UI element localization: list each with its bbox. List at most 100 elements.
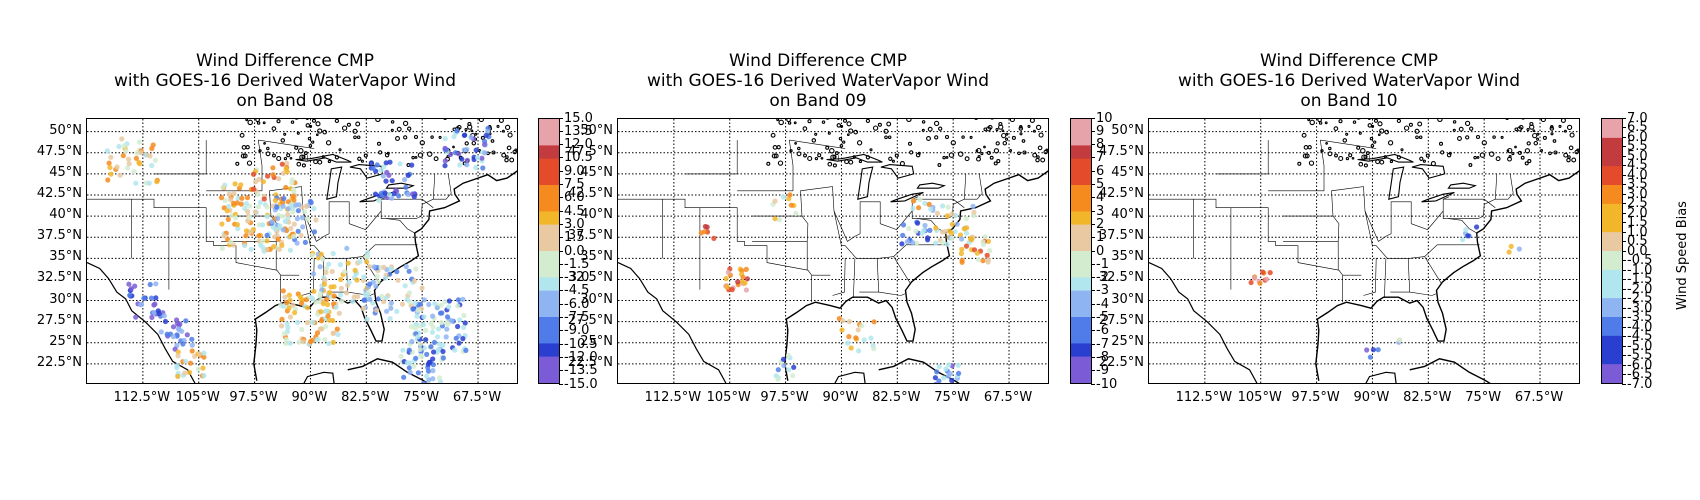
wind-point [289,180,295,186]
lake-mark [803,153,807,158]
colorbar-tick-label: -10 [1090,376,1118,392]
lake-mark [1567,155,1571,159]
lat-tick-label: 22.5°N [1098,354,1144,370]
lake-mark [807,119,812,124]
wind-point [175,373,181,379]
wind-point [272,226,278,232]
lake-mark [266,146,270,151]
lon-tick-label: 105°W [175,390,220,405]
lake-mark [1403,125,1410,131]
wind-point [959,236,965,242]
lake-mark [848,159,854,165]
wind-point [482,142,488,148]
lake-mark [346,122,351,127]
lake-mark [296,161,302,167]
title-subtitle: on Band 08 [236,91,334,111]
wind-point [303,297,309,303]
wind-point [335,331,341,338]
wind-point [444,326,450,332]
lake-mark [1569,132,1575,138]
lake-mark [1505,119,1509,121]
lake-mark [1017,151,1021,156]
lake-mark [478,149,482,152]
wind-point [352,267,358,273]
colorbar-tick-label: -8 [1091,349,1109,365]
lake-mark [338,148,342,152]
wind-point [444,320,450,326]
lake-mark [1415,135,1419,140]
wind-point [346,279,352,285]
wind-point [383,295,389,301]
wind-point [323,269,329,275]
wind-point [388,300,394,306]
wind-point [238,182,244,188]
wind-point [934,210,940,216]
wind-point [183,358,189,364]
wind-point [848,345,854,351]
wind-point [276,246,282,252]
wind-point [743,287,749,293]
lake-mark [375,119,381,123]
wind-point [296,202,302,208]
wind-point [350,299,356,305]
lake-mark [1036,155,1040,159]
wind-point [275,236,281,242]
wind-point [698,230,704,236]
lake-mark [1011,135,1016,140]
wind-point [379,293,385,299]
wind-point [368,160,374,166]
colorbar-tick-label: -2.0 [1621,281,1653,297]
wind-point [970,203,976,209]
wind-point [386,172,392,178]
lat-tick-label: 22.5°N [567,354,613,370]
wind-point [295,228,301,234]
wind-point [423,327,429,333]
lake-mark [509,157,515,163]
lake-mark [1452,128,1456,132]
lake-mark [1552,139,1557,143]
wind-point [121,143,127,149]
wind-point [382,190,388,196]
wind-point [440,342,446,348]
wind-point [148,295,155,301]
lake-mark [283,156,288,161]
wind-point [403,263,409,270]
wind-point [399,301,406,307]
lat-tick-label: 27.5°N [567,312,613,328]
wind-point [134,150,140,156]
title-subtitle: on Band 09 [769,91,867,111]
wind-point [408,324,415,330]
wind-point [197,351,203,357]
colorbar-tick-label: 2.5 [1622,196,1648,211]
wind-point [250,171,257,177]
wind-point [280,227,286,233]
panel-title: Wind Difference CMP with GOES-16 Derived… [65,51,505,111]
wind-point [463,347,469,353]
lat-tick-label: 45°N [49,164,82,180]
lake-mark [830,154,836,160]
wind-point [932,375,938,381]
lake-mark [443,119,447,121]
wind-point [397,161,403,167]
lake-mark [403,135,408,140]
lake-mark [825,145,830,150]
lake-mark [1358,161,1364,167]
lake-mark [1379,128,1385,134]
colorbar-tick-label: 4.0 [1622,167,1648,183]
lake-mark [836,119,840,121]
lake-mark [1022,150,1027,155]
wind-point [364,259,370,265]
lake-mark [1029,119,1035,123]
wind-point [292,310,298,316]
lake-mark [886,121,892,127]
wind-point [264,247,270,253]
lake-mark [1558,124,1562,128]
lake-mark [470,129,474,133]
lake-mark [1363,154,1368,159]
wind-point [925,235,931,241]
wind-point [744,276,750,282]
wind-point [411,363,417,369]
lake-mark [1417,121,1423,127]
lat-tick-label: 47.5°N [1098,143,1144,159]
lake-mark [504,157,509,163]
